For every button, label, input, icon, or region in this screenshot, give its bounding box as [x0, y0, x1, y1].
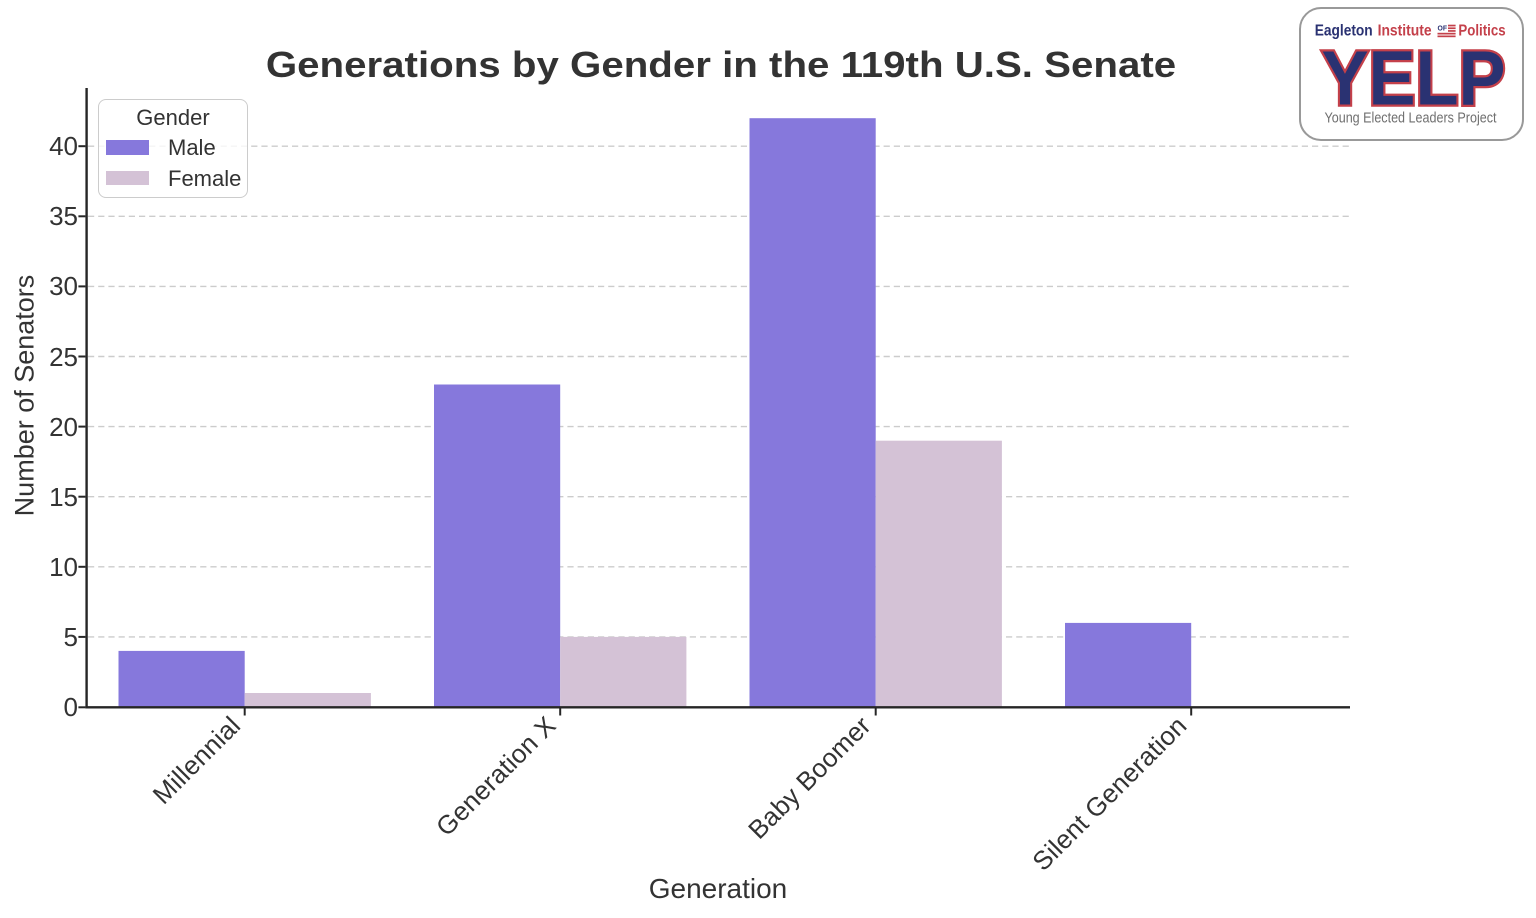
svg-text:OF: OF — [1438, 23, 1448, 32]
svg-text:YELP: YELP — [1322, 36, 1506, 122]
svg-text:Eagleton: Eagleton — [1315, 22, 1373, 39]
svg-text:Politics: Politics — [1458, 22, 1505, 39]
svg-text:Institute: Institute — [1378, 22, 1432, 39]
svg-text:Young Elected Leaders Project: Young Elected Leaders Project — [1325, 110, 1497, 126]
